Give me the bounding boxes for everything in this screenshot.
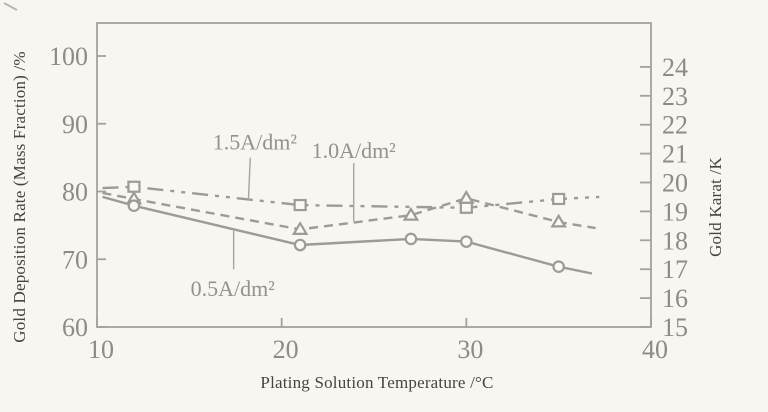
y-right-tick-label-16: 16 — [662, 284, 688, 313]
plot-frame — [96, 22, 652, 328]
y-right-tick-label-17: 17 — [662, 255, 688, 284]
x-tick-label-30: 30 — [457, 335, 483, 364]
y-left-tick-label-70: 70 — [62, 245, 88, 274]
y-right-tick-label-22: 22 — [662, 111, 688, 140]
series-2-circle-marker — [293, 238, 307, 252]
series-0-square-marker — [127, 180, 141, 193]
x-tick-label-40: 40 — [642, 335, 668, 364]
y-left-tick-label-80: 80 — [62, 178, 88, 207]
series-2-circle-marker — [127, 199, 141, 213]
series-1-triangle-marker — [402, 206, 420, 221]
series-1-triangle-marker — [550, 213, 567, 228]
series-0-line — [102, 185, 600, 210]
series-0-square-marker — [293, 198, 307, 212]
y-right-tick-label-23: 23 — [662, 82, 688, 111]
y-axis-right-title: Gold Karat /K — [706, 157, 725, 257]
scan-artifact — [3, 2, 18, 11]
y-axis-left-title: Gold Deposition Rate (Mass Fraction) /% — [10, 51, 29, 343]
series-1-label: 1.0A/dm² — [312, 138, 397, 163]
y-left-tick-label-90: 90 — [62, 110, 88, 139]
y-right-tick-label-19: 19 — [662, 197, 688, 226]
y-right-tick-label-20: 20 — [662, 169, 688, 198]
series-1-triangle-marker — [458, 189, 475, 204]
series-2-line — [102, 195, 593, 275]
series-2-circle-marker — [404, 232, 418, 246]
series-2-label: 0.5A/dm² — [191, 276, 276, 301]
y-right-tick-label-18: 18 — [662, 226, 688, 255]
series-1-line — [102, 191, 596, 231]
x-tick-label-10: 10 — [88, 335, 114, 364]
series-0-square-marker — [459, 201, 473, 214]
series-0-square-marker — [552, 192, 566, 206]
series-0-label: 1.5A/dm² — [213, 130, 298, 155]
series-1-triangle-marker — [291, 221, 309, 235]
y-left-tick-label-60: 60 — [62, 313, 88, 342]
x-axis-title: Plating Solution Temperature /°C — [260, 373, 494, 392]
series-0-leader-line — [247, 157, 251, 200]
x-tick-label-20: 20 — [273, 335, 299, 364]
series-2-circle-marker — [552, 260, 565, 274]
y-right-tick-label-21: 21 — [662, 140, 688, 169]
y-right-tick-label-15: 15 — [662, 313, 688, 342]
y-left-tick-label-100: 100 — [49, 42, 88, 71]
y-right-tick-label-24: 24 — [662, 53, 688, 82]
series-2-circle-marker — [460, 235, 473, 248]
